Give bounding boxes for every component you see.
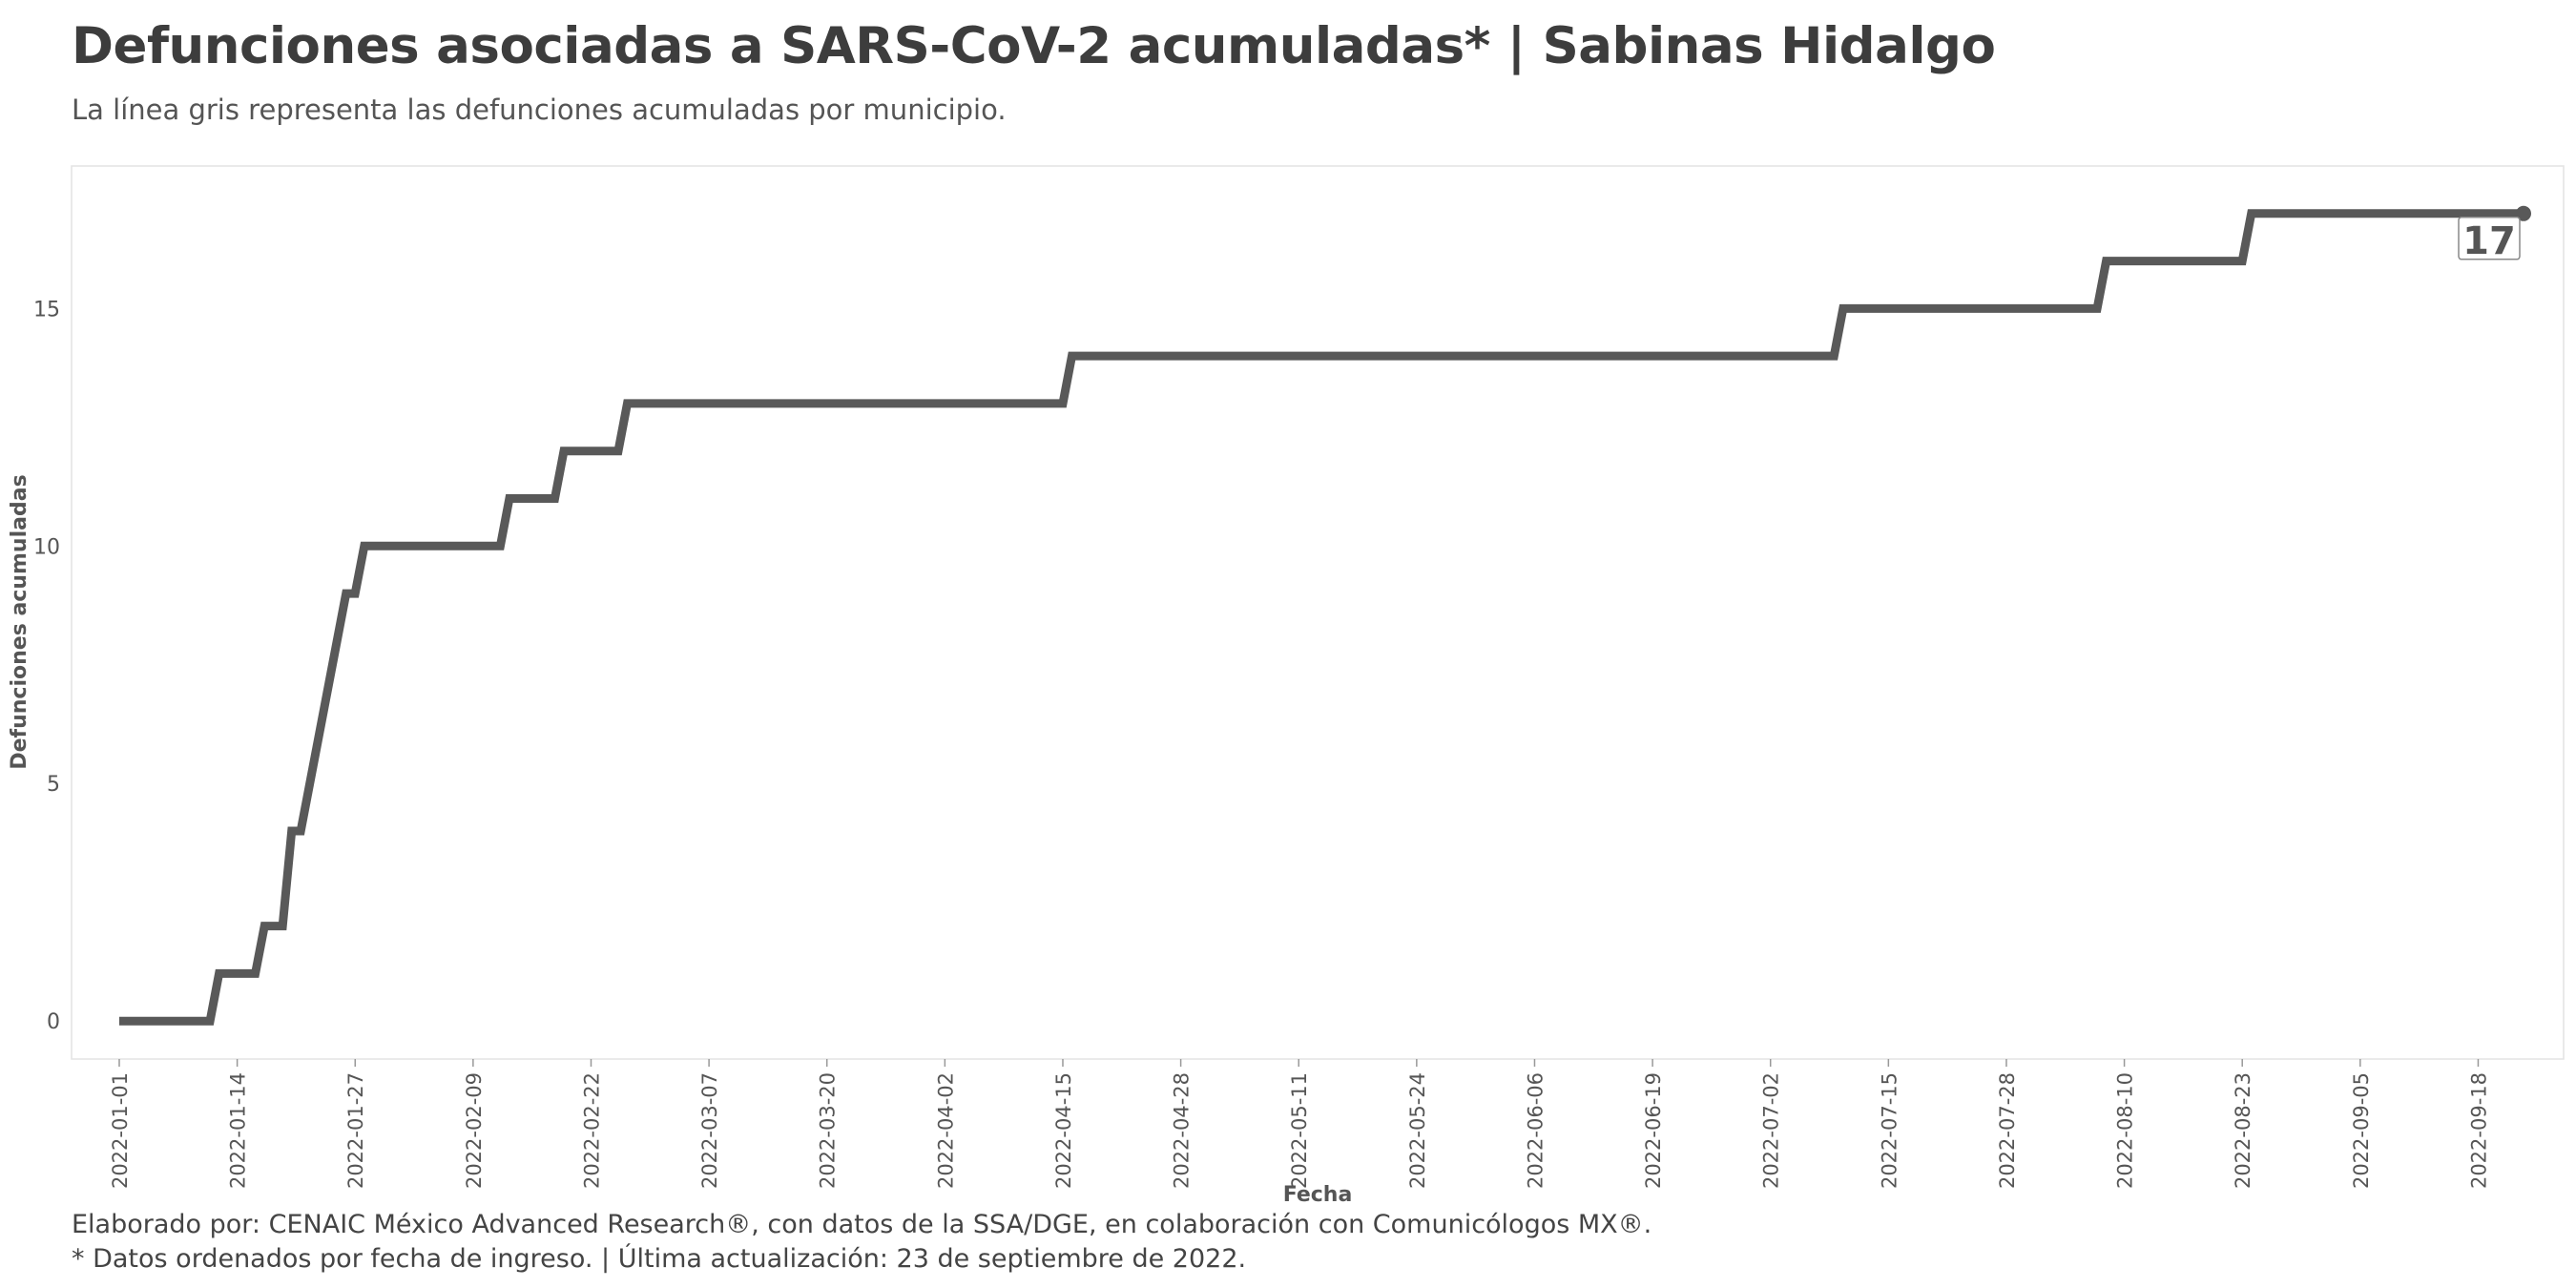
y-tick-label: 5 bbox=[47, 773, 60, 797]
end-label-box bbox=[2458, 217, 2521, 260]
x-tick-label: 2022-04-02 bbox=[934, 1072, 957, 1189]
x-tick-label: 2022-06-19 bbox=[1642, 1072, 1665, 1189]
x-tick-label: 2022-08-10 bbox=[2114, 1072, 2137, 1189]
x-tick-label: 2022-09-18 bbox=[2467, 1072, 2490, 1189]
end-label: 17 bbox=[2458, 217, 2521, 263]
x-tick-label: 2022-01-27 bbox=[344, 1072, 367, 1189]
caption-line-2: * Datos ordenados por fecha de ingreso. … bbox=[72, 1244, 1247, 1274]
end-label-text: 17 bbox=[2462, 219, 2516, 263]
x-tick-label: 2022-04-28 bbox=[1171, 1072, 1194, 1189]
x-tick-label: 2022-02-09 bbox=[463, 1072, 486, 1189]
x-tick-label: 2022-06-06 bbox=[1524, 1072, 1547, 1189]
x-tick-label: 2022-08-23 bbox=[2232, 1072, 2254, 1189]
x-tick-label: 2022-01-01 bbox=[109, 1072, 132, 1189]
chart-title: Defunciones asociadas a SARS-CoV-2 acumu… bbox=[72, 17, 1996, 75]
x-tick-label: 2022-03-07 bbox=[698, 1072, 721, 1189]
y-tick-label: 0 bbox=[47, 1010, 60, 1034]
y-tick-label: 10 bbox=[33, 535, 60, 559]
y-axis: 0 5 10 15 bbox=[33, 298, 60, 1034]
series-line bbox=[119, 209, 2524, 1026]
x-tick-label: 2022-01-14 bbox=[227, 1072, 250, 1189]
x-tick-label: 2022-04-15 bbox=[1052, 1072, 1075, 1189]
x-tick-label: 2022-03-20 bbox=[817, 1072, 840, 1189]
chart-subtitle: La línea gris representa las defunciones… bbox=[72, 93, 1007, 126]
x-tick-label: 2022-02-22 bbox=[580, 1072, 603, 1189]
x-tick-label: 2022-05-11 bbox=[1288, 1072, 1311, 1189]
plot-panel bbox=[71, 165, 2565, 1060]
y-axis-label: Defunciones acumuladas bbox=[8, 474, 31, 769]
x-axis: 2022-01-01 2022-01-14 2022-01-27 2022-02-09… bbox=[109, 1059, 2490, 1189]
end-point bbox=[2516, 205, 2531, 221]
y-tick-label: 15 bbox=[33, 298, 60, 322]
x-tick-label: 2022-05-24 bbox=[1406, 1072, 1429, 1189]
x-tick-label: 2022-07-15 bbox=[1878, 1072, 1901, 1189]
x-axis-label: Fecha bbox=[1283, 1183, 1353, 1202]
x-tick-label: 2022-07-02 bbox=[1760, 1072, 1783, 1189]
x-tick-label: 2022-07-28 bbox=[1996, 1072, 2019, 1189]
caption-line-1: Elaborado por: CENAIC México Advanced Re… bbox=[72, 1210, 1652, 1239]
x-tick-label: 2022-09-05 bbox=[2350, 1072, 2373, 1189]
